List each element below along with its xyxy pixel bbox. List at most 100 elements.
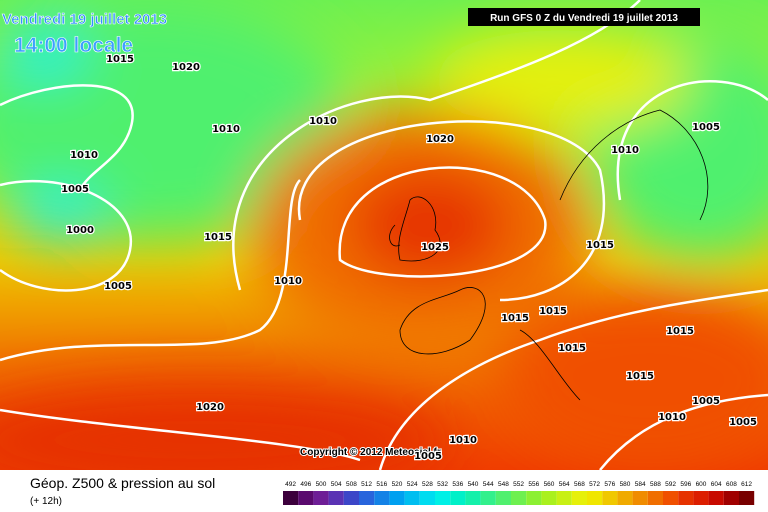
scale-label: 496 <box>300 481 311 488</box>
scale-swatch <box>480 491 496 505</box>
scale-label: 608 <box>726 481 737 488</box>
isobar-label: 1005 <box>104 281 132 292</box>
scale-label: 540 <box>468 481 479 488</box>
isobar-label: 1005 <box>692 396 720 407</box>
scale-swatch <box>708 491 724 505</box>
scale-swatch <box>602 491 618 505</box>
scale-swatch <box>328 491 344 505</box>
scale-label: 612 <box>741 481 752 488</box>
scale-swatch <box>343 491 359 505</box>
scale-label: 600 <box>696 481 707 488</box>
scale-swatch <box>587 491 603 505</box>
isobar-label: 1015 <box>106 54 134 65</box>
scale-label: 604 <box>711 481 722 488</box>
scale-label: 536 <box>452 481 463 488</box>
scale-label: 532 <box>437 481 448 488</box>
isobar-label: 1005 <box>61 184 89 195</box>
scale-swatch <box>723 491 739 505</box>
scale-swatch <box>313 491 329 505</box>
scale-swatch <box>511 491 527 505</box>
time: 14:00 locale <box>14 34 133 57</box>
scale-label: 576 <box>604 481 615 488</box>
scale-label: 520 <box>392 481 403 488</box>
isobar-lines <box>0 0 768 470</box>
scale-label: 592 <box>665 481 676 488</box>
legend-title: Géop. Z500 & pression au sol <box>30 475 215 491</box>
scale-swatch <box>359 491 375 505</box>
field <box>0 0 768 500</box>
scale-label: 584 <box>635 481 646 488</box>
scale-swatch <box>556 491 572 505</box>
scale-swatch <box>647 491 663 505</box>
scale-label: 560 <box>544 481 555 488</box>
scale-swatch <box>678 491 694 505</box>
scale-label: 556 <box>528 481 539 488</box>
scale-label: 524 <box>407 481 418 488</box>
scale-swatch <box>663 491 679 505</box>
run-info: Run GFS 0 Z du Vendredi 19 juillet 2013 <box>490 13 678 24</box>
isobar-label: 1010 <box>274 276 302 287</box>
scale-label: 548 <box>498 481 509 488</box>
isobar-label: 1015 <box>666 326 694 337</box>
scale-label: 596 <box>680 481 691 488</box>
scale-label: 492 <box>285 481 296 488</box>
coastlines <box>389 109 709 401</box>
isobar-label: 1010 <box>309 116 337 127</box>
isobar-label: 1020 <box>426 134 454 145</box>
scale-label: 588 <box>650 481 661 488</box>
isobar-label: 1005 <box>414 451 442 462</box>
scale-swatch <box>526 491 542 505</box>
isobar-label: 1025 <box>421 242 449 253</box>
scale-label: 572 <box>589 481 600 488</box>
scale-swatch <box>419 491 435 505</box>
date: Vendredi 19 juillet 2013 <box>2 11 167 28</box>
scale-swatch <box>693 491 709 505</box>
scale-swatch <box>404 491 420 505</box>
scale-label: 544 <box>483 481 494 488</box>
isobar-label: 1010 <box>658 412 686 423</box>
scale-swatch <box>495 491 511 505</box>
scale-label: 564 <box>559 481 570 488</box>
isobar-label: 1010 <box>449 435 477 446</box>
isobar-label: 1010 <box>611 145 639 156</box>
scale-label: 516 <box>376 481 387 488</box>
scale-label: 500 <box>316 481 327 488</box>
isobar-label: 1020 <box>172 62 200 73</box>
run-box <box>468 8 700 26</box>
scale-swatch <box>632 491 648 505</box>
isobar-label: 1000 <box>66 225 94 236</box>
isobar-label: 1015 <box>626 371 654 382</box>
scale-swatch <box>298 491 314 505</box>
isobar-label: 1015 <box>204 232 232 243</box>
isobar-label: 1015 <box>501 313 529 324</box>
isobar-label: 1015 <box>539 306 567 317</box>
scale-swatch <box>617 491 633 505</box>
legend-subtitle: (+ 12h) <box>30 496 62 507</box>
scale-label: 528 <box>422 481 433 488</box>
isobar-label: 1005 <box>692 122 720 133</box>
scale-label: 512 <box>361 481 372 488</box>
scale-swatch <box>435 491 451 505</box>
scale-swatch <box>739 491 755 505</box>
isobar-label: 1005 <box>729 417 757 428</box>
scale-swatch <box>450 491 466 505</box>
scale-swatch <box>541 491 557 505</box>
isobar-label: 1020 <box>196 402 224 413</box>
scale-swatch <box>389 491 405 505</box>
isobar-label: 1015 <box>558 343 586 354</box>
scale-label: 508 <box>346 481 357 488</box>
scale-swatch <box>374 491 390 505</box>
scale-label: 552 <box>513 481 524 488</box>
isobar-label: 1010 <box>212 124 240 135</box>
scale-label: 580 <box>620 481 631 488</box>
scale-swatch <box>283 491 299 505</box>
scale-swatch <box>465 491 481 505</box>
isobar-label: 1015 <box>586 240 614 251</box>
scale-swatch <box>571 491 587 505</box>
scale-label: 568 <box>574 481 585 488</box>
copyright: Copyright © 2012 Meteociel.fr <box>300 447 441 458</box>
scale-label: 504 <box>331 481 342 488</box>
isobar-label: 1010 <box>70 150 98 161</box>
